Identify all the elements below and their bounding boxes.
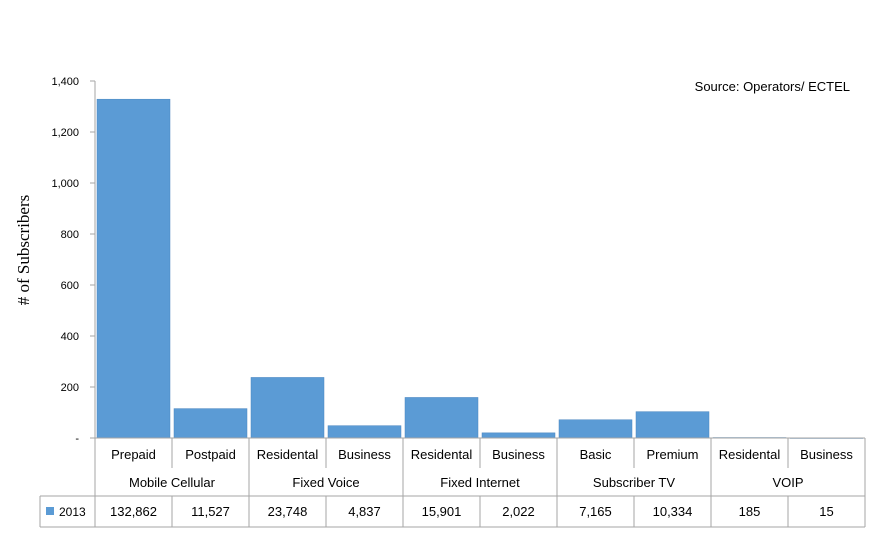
- category-label: Residental: [719, 447, 781, 462]
- group-label: Mobile Cellular: [129, 475, 216, 490]
- category-label: Residental: [257, 447, 319, 462]
- data-table-value: 7,165: [579, 504, 612, 519]
- data-table-value: 2,022: [502, 504, 535, 519]
- bar: [481, 432, 556, 439]
- bar: [96, 98, 171, 439]
- y-tick-label: 1,400: [51, 76, 79, 88]
- data-table-value: 11,527: [191, 504, 230, 519]
- y-tick-label: 400: [61, 331, 79, 343]
- category-label: Business: [492, 447, 545, 462]
- data-table-value: 185: [739, 504, 761, 519]
- y-tick-label: -: [75, 433, 79, 445]
- category-label: Basic: [580, 447, 612, 462]
- legend-swatch: [46, 507, 54, 515]
- y-tick-label: 800: [61, 229, 79, 241]
- y-axis-title-box: # of Subscribers: [2, 140, 46, 360]
- category-label: Residental: [411, 447, 473, 462]
- data-table-value: 4,837: [348, 504, 381, 519]
- legend-label: 2013: [59, 505, 86, 519]
- y-tick-label: 1,000: [51, 178, 79, 190]
- category-label: Premium: [646, 447, 698, 462]
- group-label: Fixed Voice: [292, 475, 359, 490]
- category-label: Business: [338, 447, 391, 462]
- category-label: Business: [800, 447, 853, 462]
- y-tick-label: 600: [61, 280, 79, 292]
- y-tick-label: 200: [61, 382, 79, 394]
- group-label: VOIP: [772, 475, 803, 490]
- bar: [327, 425, 402, 439]
- y-axis-title: # of Subscribers: [14, 194, 33, 306]
- bar: [173, 408, 248, 439]
- group-label: Subscriber TV: [593, 475, 675, 490]
- data-table-value: 23,748: [268, 504, 308, 519]
- data-table-value: 132,862: [110, 504, 157, 519]
- bar: [250, 377, 325, 439]
- group-label: Fixed Internet: [440, 475, 520, 490]
- category-label: Prepaid: [111, 447, 156, 462]
- data-table-value: 15: [819, 504, 833, 519]
- bar: [635, 411, 710, 439]
- category-label: Postpaid: [185, 447, 236, 462]
- data-table-value: 15,901: [422, 504, 462, 519]
- data-table-value: 10,334: [653, 504, 693, 519]
- source-note: Source: Operators/ ECTEL: [694, 79, 850, 94]
- bar: [404, 397, 479, 439]
- bar: [558, 419, 633, 439]
- y-tick-label: 1,200: [51, 127, 79, 139]
